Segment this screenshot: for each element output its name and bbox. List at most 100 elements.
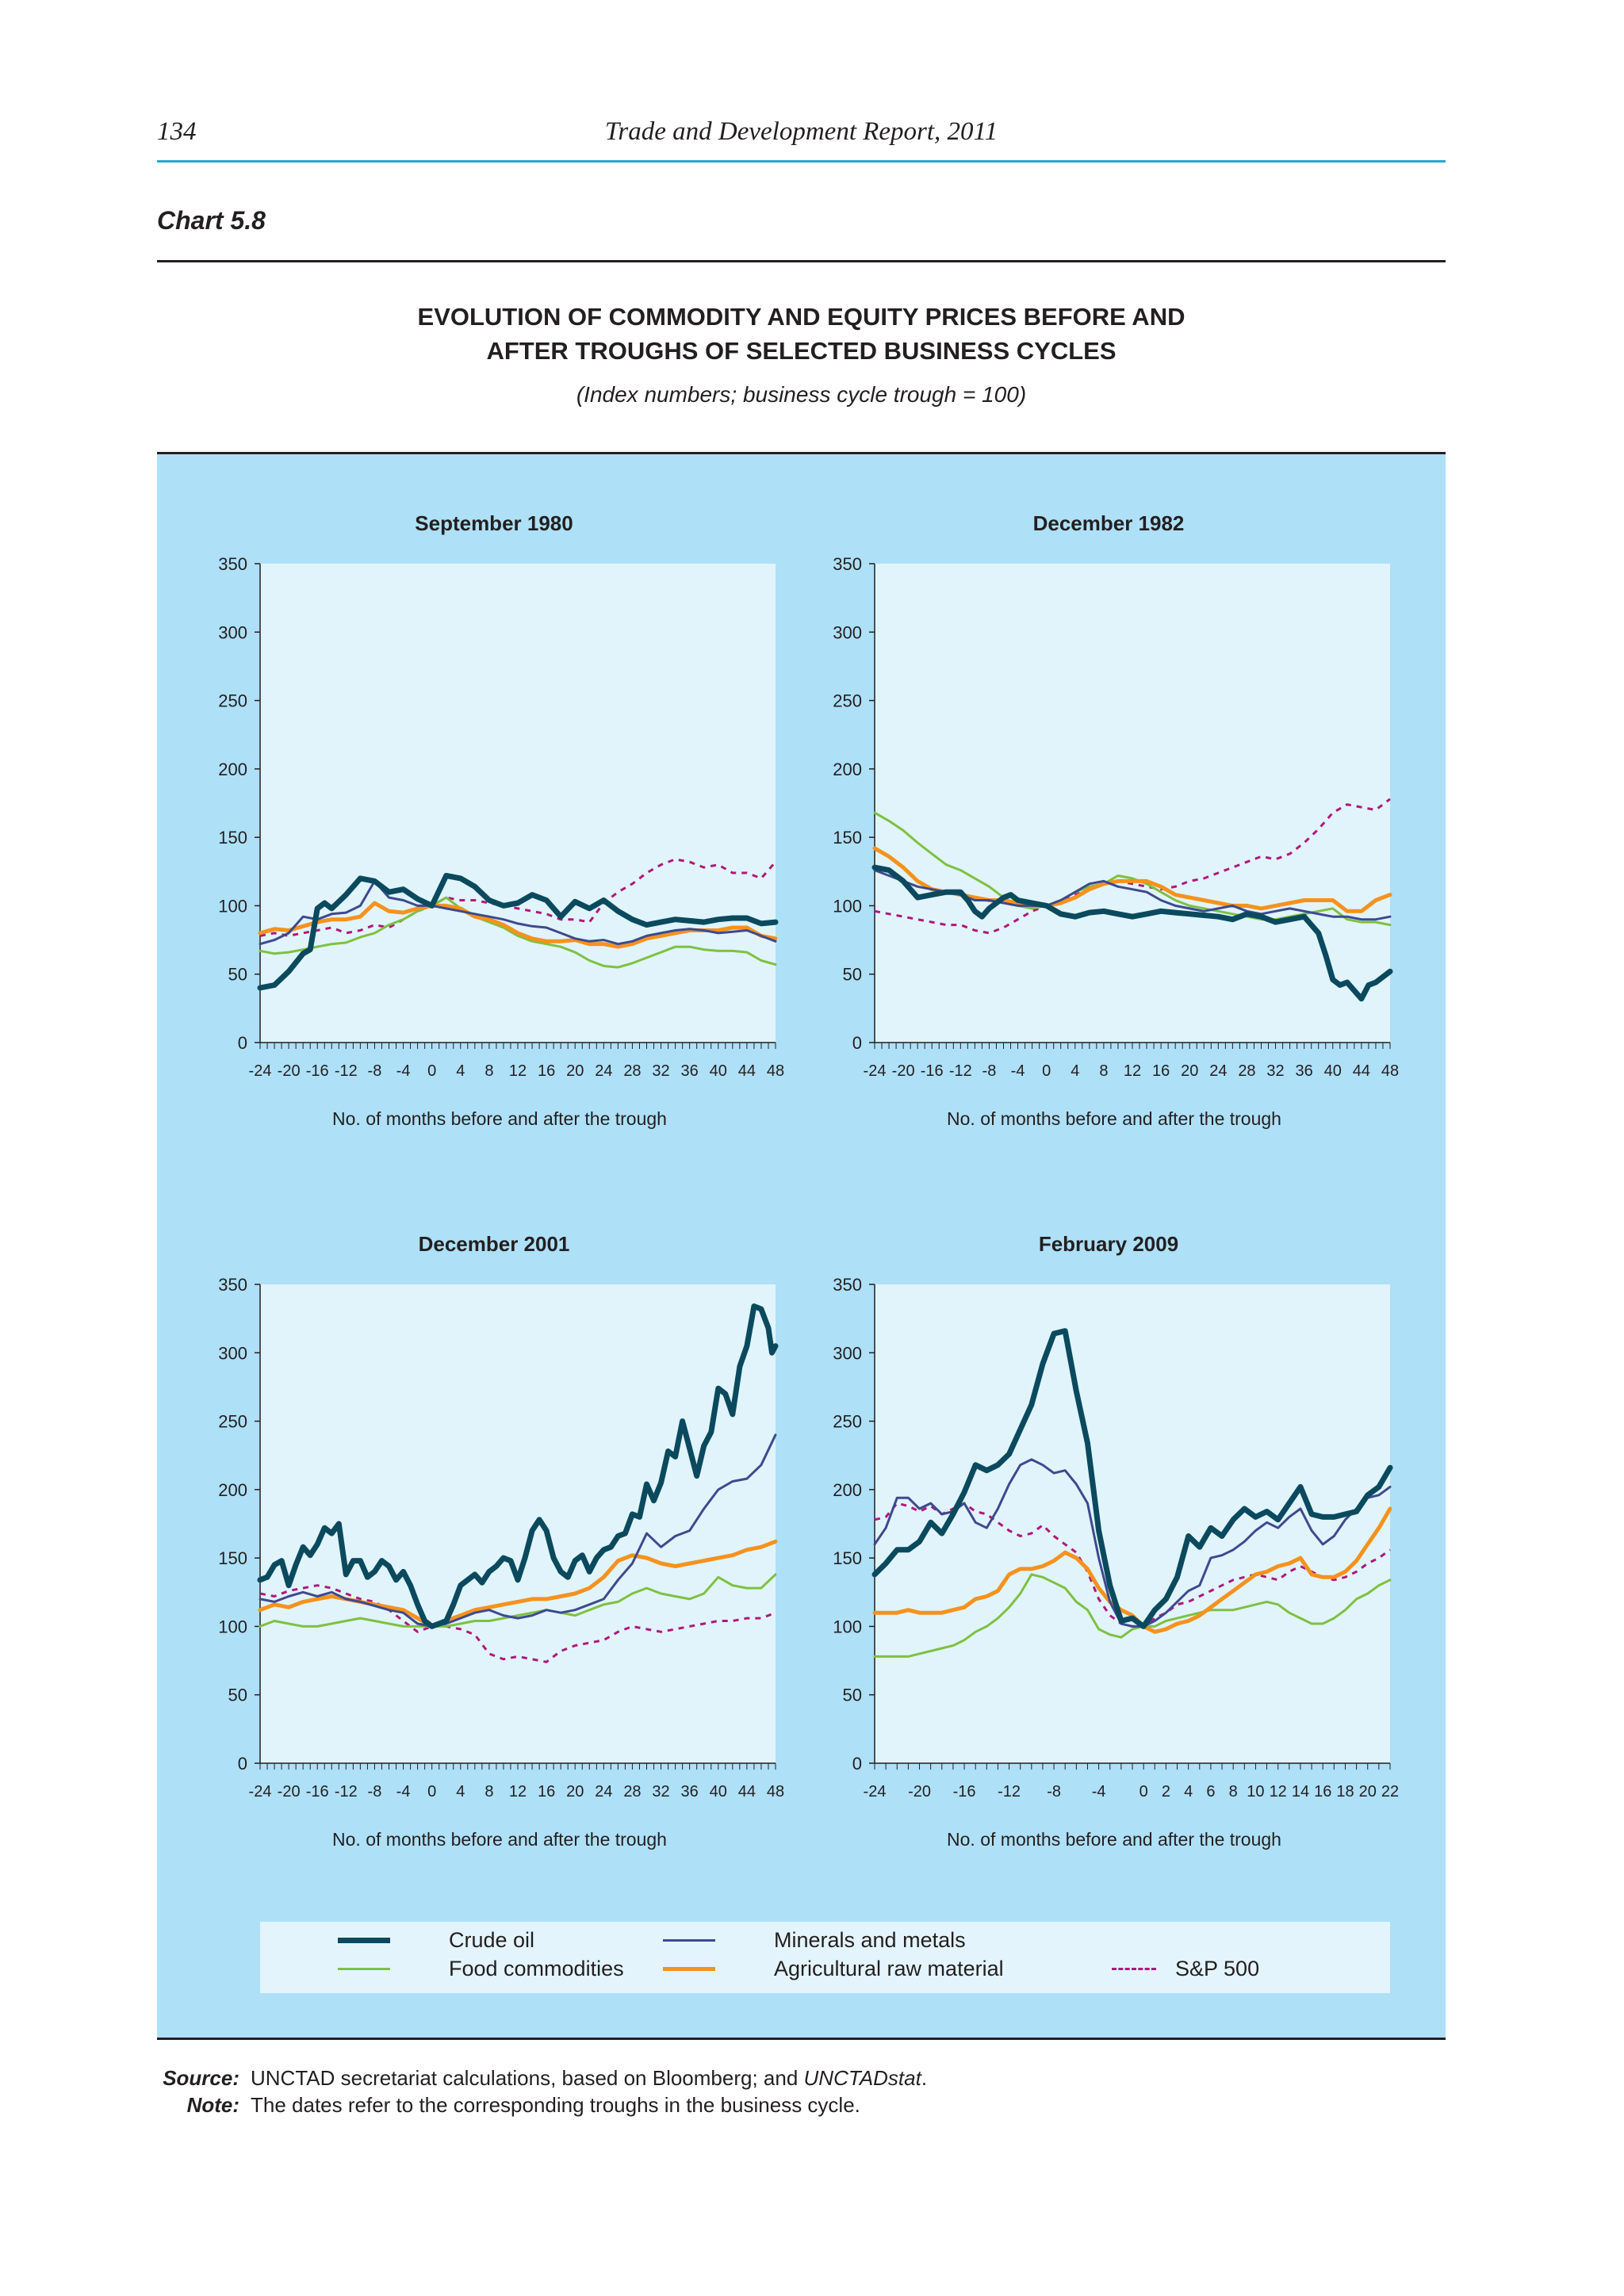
x-tick-label: 48 [767, 1062, 784, 1080]
x-tick-label: 20 [1181, 1062, 1198, 1080]
x-axis-label: No. of months before and after the troug… [947, 1829, 1281, 1850]
x-tick-label: 4 [1184, 1783, 1193, 1800]
x-axis-label: No. of months before and after the troug… [332, 1108, 667, 1129]
series-minerals [259, 1433, 777, 1628]
x-tick-label: 14 [1292, 1783, 1309, 1800]
x-tick-label: 12 [509, 1062, 527, 1080]
x-tick-label: 40 [710, 1783, 727, 1800]
chart-title: EVOLUTION OF COMMODITY AND EQUITY PRICES… [157, 300, 1446, 368]
y-tick-label: 100 [833, 896, 862, 916]
x-tick-label: -4 [396, 1783, 411, 1800]
source-line: Source: UNCTAD secretariat calculations, … [157, 2064, 927, 2091]
x-tick-label: -24 [249, 1783, 272, 1800]
x-tick-label: 16 [538, 1062, 555, 1080]
series-food [259, 896, 777, 969]
x-tick-label: -24 [249, 1062, 272, 1080]
y-tick-label: 200 [833, 760, 862, 779]
legend: Crude oil Minerals and metals Food commo… [260, 1922, 1390, 1993]
panel-bottom-rule [157, 2038, 1446, 2040]
legend-swatch-food [338, 1967, 390, 1970]
x-tick-label: 28 [623, 1062, 641, 1080]
chart-number: Chart 5.8 [157, 206, 266, 235]
y-tick-label: 150 [833, 828, 862, 848]
y-tick-label: 0 [238, 1754, 247, 1774]
x-tick-label: 40 [1324, 1062, 1342, 1080]
series-crude-oil [871, 864, 1393, 1002]
plot-area [260, 564, 776, 1043]
y-tick-label: 150 [833, 1548, 862, 1568]
plot-area [875, 1284, 1390, 1763]
x-tick-label: 4 [456, 1783, 465, 1800]
series-crude-oil [257, 873, 779, 991]
x-tick-label: -8 [368, 1783, 382, 1800]
series-crude-oil [257, 1303, 779, 1629]
x-tick-label: -16 [306, 1783, 329, 1800]
legend-item-food: Food commodities [338, 1955, 624, 1982]
x-tick-label: 0 [1042, 1062, 1051, 1080]
legend-label-crude-oil: Crude oil [449, 1927, 535, 1952]
x-tick-label: 4 [456, 1062, 465, 1080]
x-axis-label: No. of months before and after the troug… [332, 1829, 667, 1850]
x-tick-label: 48 [1381, 1062, 1399, 1080]
x-tick-label: -12 [335, 1062, 358, 1080]
series-sp500 [259, 858, 777, 937]
note-line: Note: The dates refer to the correspondin… [157, 2091, 927, 2118]
series-agri [258, 901, 778, 949]
plot-area [260, 1284, 776, 1763]
y-tick-label: 250 [218, 691, 247, 711]
x-tick-label: 8 [1229, 1783, 1238, 1800]
plot-title: December 2001 [419, 1232, 570, 1256]
y-tick-label: 300 [218, 622, 247, 642]
y-tick-label: 300 [833, 1343, 862, 1363]
x-tick-label: 12 [1270, 1783, 1287, 1800]
top-rule [157, 260, 1446, 262]
x-tick-label: 0 [427, 1783, 436, 1800]
x-tick-label: 36 [681, 1062, 699, 1080]
y-tick-label: 50 [228, 965, 247, 985]
x-axis-label: No. of months before and after the troug… [947, 1108, 1281, 1129]
plot-title: February 2009 [1039, 1232, 1178, 1256]
x-tick-label: 4 [1071, 1062, 1079, 1080]
legend-swatch-agri [663, 1966, 715, 1971]
legend-label-food: Food commodities [449, 1956, 624, 1980]
x-tick-label: -16 [921, 1062, 944, 1080]
legend-item-sp500: S&P 500 [1112, 1955, 1259, 1982]
x-tick-label: 20 [566, 1783, 584, 1800]
x-tick-label: -4 [396, 1062, 411, 1080]
y-tick-label: 0 [852, 1754, 862, 1774]
legend-swatch-sp500 [1112, 1967, 1156, 1970]
source-text-italic: UNCTADstat [803, 2066, 921, 2090]
y-tick-label: 250 [218, 1412, 247, 1432]
x-tick-label: -4 [1092, 1783, 1106, 1800]
y-tick-label: 100 [218, 896, 247, 916]
x-tick-label: 8 [485, 1062, 493, 1080]
y-tick-label: 100 [833, 1617, 862, 1636]
x-tick-label: -8 [368, 1062, 382, 1080]
note-label: Note: [186, 2093, 239, 2117]
legend-label-minerals: Minerals and metals [774, 1927, 966, 1952]
plot-title: September 1980 [415, 511, 573, 535]
x-tick-label: 20 [566, 1062, 584, 1080]
y-tick-label: 150 [218, 828, 247, 848]
y-tick-label: 50 [843, 965, 862, 985]
chart-title-line-2: AFTER TROUGHS OF SELECTED BUSINESS CYCLE… [486, 337, 1116, 365]
series-sp500 [259, 1584, 776, 1663]
panel-top-rule [157, 452, 1446, 454]
x-tick-label: -16 [306, 1062, 329, 1080]
x-tick-label: 18 [1336, 1783, 1354, 1800]
series-crude-oil [871, 1328, 1393, 1629]
y-tick-label: 0 [238, 1033, 247, 1053]
x-tick-label: -12 [335, 1783, 358, 1800]
y-tick-label: 200 [833, 1480, 862, 1500]
legend-item-minerals: Minerals and metals [663, 1927, 966, 1954]
x-tick-label: 16 [538, 1783, 555, 1800]
source-notes: Source: UNCTAD secretariat calculations, … [157, 2064, 927, 2118]
x-tick-label: -4 [1011, 1062, 1025, 1080]
x-tick-label: 16 [1152, 1062, 1170, 1080]
y-tick-label: 50 [843, 1686, 862, 1705]
